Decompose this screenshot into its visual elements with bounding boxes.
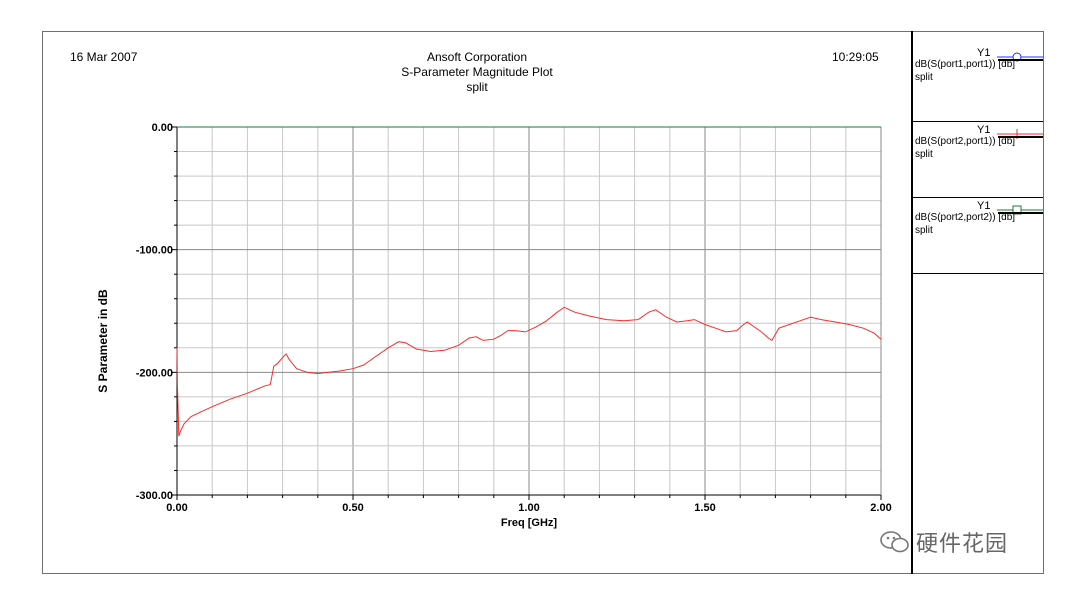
legend-expression: dB(S(port2,port2)) [db] xyxy=(915,212,1016,223)
y-tick-label: -200.00 xyxy=(136,367,173,379)
plot-time: 10:29:05 xyxy=(832,50,879,64)
legend-subtitle: split xyxy=(915,149,933,160)
x-tick-label: 1.00 xyxy=(518,502,539,514)
legend-divider xyxy=(911,31,913,574)
plot-header: Ansoft Corporation S-Parameter Magnitude… xyxy=(377,50,577,95)
y-tick-label: -300.00 xyxy=(136,490,173,502)
axes xyxy=(172,126,882,500)
watermark-text: 硬件花园 xyxy=(916,531,1009,556)
legend-expression: dB(S(port1,port1)) [db] xyxy=(915,59,1016,70)
x-tick-label: 1.50 xyxy=(694,502,715,514)
company-name: Ansoft Corporation xyxy=(426,50,528,64)
plot-date: 16 Mar 2007 xyxy=(70,50,138,64)
legend-entry-s22[interactable]: Y1 dB(S(port2,port2)) [db] split xyxy=(913,198,1043,274)
wechat-icon xyxy=(880,531,909,553)
legend-axis-label: Y1 xyxy=(977,124,991,136)
legend-subtitle: split xyxy=(915,72,933,83)
legend-separator xyxy=(998,59,1043,61)
axis-labels: Freq [GHz] S Parameter in dB 0.00 0.50 1.0… xyxy=(96,122,892,529)
x-tick-label: 0.50 xyxy=(342,502,363,514)
series-line-3 xyxy=(176,306,882,437)
watermark: 硬件花园 xyxy=(880,526,1008,558)
plot-title: S-Parameter Magnitude Plot xyxy=(401,65,553,79)
x-axis-label: Freq [GHz] xyxy=(501,517,558,529)
legend-axis-label: Y1 xyxy=(977,200,991,212)
x-tick-label: 0.00 xyxy=(166,502,187,514)
square-marker-icon xyxy=(997,205,1043,215)
grid xyxy=(176,126,882,496)
legend-entry-s11[interactable]: Y1 dB(S(port1,port1)) [db] split xyxy=(913,45,1043,122)
series xyxy=(176,126,882,437)
y-tick-label: 0.00 xyxy=(152,122,173,134)
legend-expression: dB(S(port2,port1)) [db] xyxy=(915,136,1016,147)
plot-subtitle: split xyxy=(466,80,488,94)
legend-axis-label: Y1 xyxy=(977,47,991,59)
legend-subtitle: split xyxy=(915,225,933,236)
legend-separator xyxy=(998,212,1043,214)
y-axis-label: S Parameter in dB xyxy=(96,289,110,393)
x-tick-label: 2.00 xyxy=(870,502,891,514)
legend-separator xyxy=(998,136,1043,138)
legend-entry-s21[interactable]: Y1 dB(S(port2,port1)) [db] split xyxy=(913,122,1043,198)
y-tick-label: -100.00 xyxy=(136,245,173,257)
